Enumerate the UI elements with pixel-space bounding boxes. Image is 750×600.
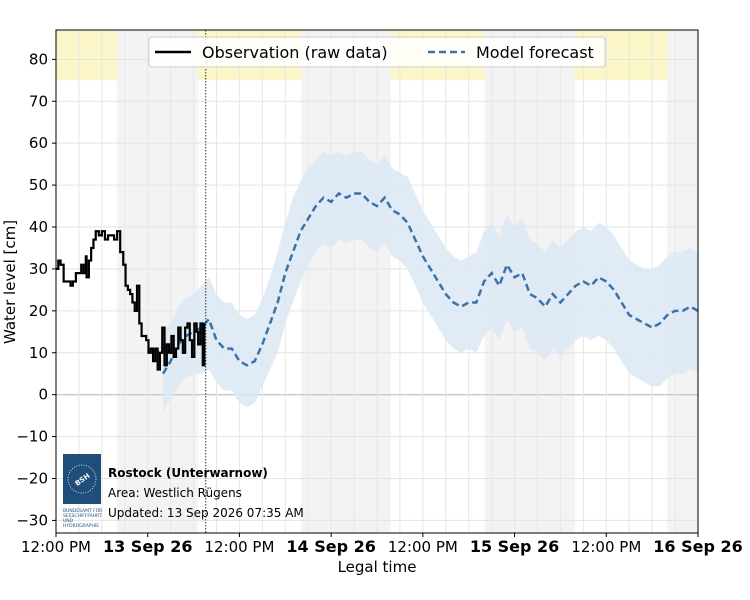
x-tick-label: 14 Sep 26 [286,537,376,556]
legend-box [148,36,606,68]
night-band-0 [117,30,199,533]
logo-caption-2: SEESCHIFFFAHRT [63,513,102,519]
bsh-logo: BSH BUNDESAMT FÜR SEESCHIFFFAHRT UND HYD… [63,454,102,529]
night-band-1 [301,30,391,533]
y-tick-label: 80 [29,50,48,68]
logo-ring [67,464,97,494]
y-tick-label: 20 [29,302,48,320]
observation-line [56,230,206,371]
y-tick-label: −20 [16,470,48,488]
plot-frame [55,29,699,534]
legend-label-forecast: Model forecast [476,43,594,62]
y-tick-label: −10 [16,428,48,446]
y-tick-label: 60 [29,134,48,152]
x-tick-label: 12:00 PM [571,538,641,556]
updated-time: Updated: 13 Sep 2026 07:35 AM [108,506,304,520]
forecast-uncertainty-band [163,151,698,412]
y-tick-label: 0 [38,386,48,404]
station-name: Rostock (Unterwarnow) [108,466,268,480]
y-tick-label: 50 [29,176,48,194]
forecast-line [161,191,698,375]
x-tick-label: 12:00 PM [21,538,91,556]
y-tick-label: −30 [16,511,48,529]
logo-square [63,454,101,504]
x-tick-label: 12:00 PM [204,538,274,556]
station-area: Area: Westlich Rügens [108,486,242,500]
x-tick-label: 16 Sep 26 [653,537,743,556]
y-tick-label: 70 [29,92,48,110]
x-tick-label: 15 Sep 26 [470,537,560,556]
x-axis-title: Legal time [338,558,417,576]
y-axis-title: Water level [cm] [1,220,19,344]
y-tick-label: 40 [29,218,48,236]
y-tick-label: 30 [29,260,48,278]
y-tick-label: 10 [29,344,48,362]
legend: Observation (raw data) Model forecast [148,36,606,68]
logo-caption-4: HYDROGRAPHIE [63,523,99,529]
legend-label-observation: Observation (raw data) [202,43,388,62]
x-tick-label: 12:00 PM [388,538,458,556]
logo-caption-3: UND [63,518,74,524]
logo-caption-1: BUNDESAMT FÜR [63,507,102,514]
station-info: BSH BUNDESAMT FÜR SEESCHIFFFAHRT UND HYD… [63,454,304,529]
x-tick-label: 13 Sep 26 [103,537,193,556]
